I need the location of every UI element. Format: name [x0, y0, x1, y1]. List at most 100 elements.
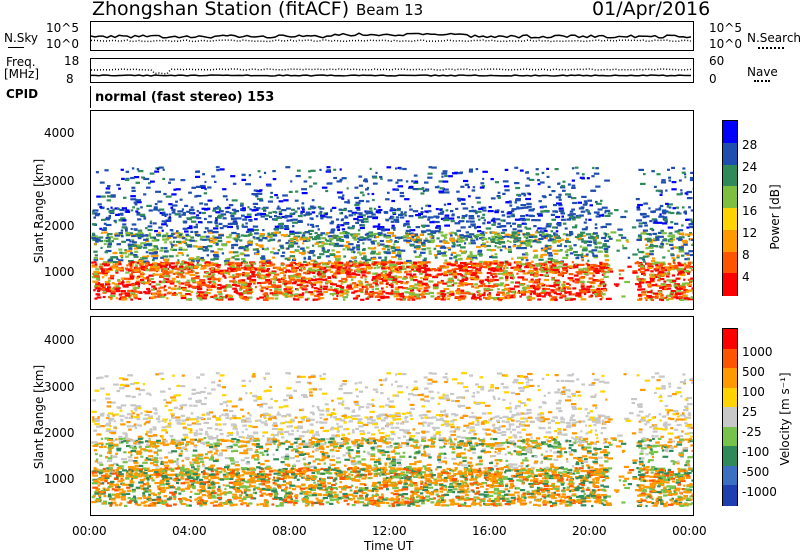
heatmap-cell	[259, 233, 265, 236]
heatmap-cell	[578, 214, 581, 217]
heatmap-cell	[450, 210, 454, 213]
heatmap-cell	[518, 283, 525, 286]
heatmap-cell	[653, 238, 656, 241]
heatmap-cell	[443, 246, 447, 249]
heatmap-cell	[637, 264, 641, 267]
heatmap-cell	[676, 254, 680, 257]
heatmap-cell	[273, 278, 277, 281]
heatmap-cell	[456, 216, 460, 219]
heatmap-cell	[100, 267, 104, 270]
heatmap-cell	[124, 249, 128, 252]
heatmap-cell	[374, 284, 379, 287]
heatmap-cell	[645, 247, 649, 250]
heatmap-cell	[263, 281, 267, 284]
heatmap-cell	[395, 220, 400, 223]
heatmap-cell	[411, 268, 414, 271]
heatmap-cell	[683, 262, 687, 265]
heatmap-cell	[355, 221, 359, 224]
heatmap-cell	[581, 195, 587, 198]
heatmap-cell	[321, 242, 324, 245]
heatmap-cell	[454, 233, 458, 236]
heatmap-cell	[258, 273, 262, 276]
heatmap-cell	[265, 260, 271, 263]
heatmap-cell	[499, 267, 503, 270]
heatmap-cell	[475, 275, 479, 278]
heatmap-cell	[371, 261, 377, 264]
heatmap-cell	[461, 202, 466, 205]
heatmap-cell	[396, 261, 402, 264]
heatmap-cell	[236, 254, 240, 257]
heatmap-cell	[676, 256, 680, 259]
heatmap-cell	[520, 258, 524, 261]
heatmap-cell	[216, 237, 222, 240]
heatmap-cell	[202, 211, 206, 215]
heatmap-cell	[584, 227, 588, 231]
heatmap-cell	[300, 210, 305, 213]
heatmap-cell	[451, 271, 458, 275]
heatmap-cell	[469, 168, 473, 171]
heatmap-cell	[118, 232, 123, 235]
heatmap-cell	[181, 213, 186, 216]
heatmap-cell	[175, 188, 181, 191]
heatmap-cell	[178, 215, 182, 218]
heatmap-cell	[114, 221, 117, 224]
heatmap-cell	[94, 214, 100, 217]
heatmap-cell	[490, 249, 497, 252]
heatmap-cell	[620, 215, 627, 219]
heatmap-cell	[177, 273, 183, 276]
heatmap-cell	[233, 251, 239, 254]
heatmap-cell	[91, 237, 96, 240]
heatmap-cell	[193, 265, 198, 269]
heatmap-cell	[460, 226, 466, 229]
heatmap-cell	[670, 253, 675, 256]
heatmap-cell	[516, 206, 520, 209]
heatmap-cell	[491, 231, 497, 234]
heatmap-cell	[126, 280, 131, 283]
heatmap-cell	[479, 295, 482, 298]
heatmap-cell	[307, 257, 312, 260]
heatmap-cell	[151, 259, 155, 262]
heatmap-cell	[441, 295, 446, 298]
heatmap-cell	[494, 275, 498, 278]
heatmap-cell	[507, 290, 511, 293]
heatmap-cell	[383, 235, 389, 238]
heatmap-cell	[471, 209, 477, 212]
heatmap-cell	[112, 263, 115, 266]
heatmap-cell	[687, 234, 690, 237]
heatmap-cell	[494, 233, 498, 236]
heatmap-cell	[533, 239, 536, 242]
heatmap-cell	[396, 207, 401, 211]
heatmap-cell	[521, 222, 527, 225]
heatmap-cell	[280, 245, 284, 248]
heatmap-cell	[292, 242, 299, 245]
heatmap-cell	[425, 204, 431, 207]
heatmap-cell	[224, 271, 230, 275]
heatmap-cell	[645, 290, 648, 293]
heatmap-cell	[241, 292, 247, 295]
heatmap-cell	[638, 222, 643, 225]
heatmap-cell	[424, 224, 430, 227]
heatmap-cell	[549, 238, 554, 241]
heatmap-cell	[419, 272, 423, 275]
heatmap-cell	[394, 248, 401, 252]
heatmap-cell	[586, 285, 591, 288]
heatmap-cell	[539, 255, 544, 258]
heatmap-cell	[153, 208, 158, 211]
heatmap-cell	[274, 286, 278, 289]
heatmap-cell	[525, 197, 531, 201]
heatmap-cell	[502, 271, 508, 274]
heatmap-cell	[391, 234, 397, 237]
heatmap-cell	[616, 249, 620, 252]
heatmap-cell	[273, 273, 280, 276]
heatmap-cell	[104, 239, 107, 242]
heatmap-cell	[438, 269, 442, 272]
heatmap-cell	[173, 188, 177, 191]
heatmap-cell	[659, 263, 665, 266]
heatmap-cell	[264, 296, 269, 300]
heatmap-cell	[402, 277, 407, 280]
heatmap-cell	[367, 192, 370, 196]
heatmap-cell	[671, 188, 677, 191]
heatmap-cell	[497, 284, 504, 287]
heatmap-cell	[226, 294, 232, 297]
heatmap-cell	[651, 298, 654, 302]
